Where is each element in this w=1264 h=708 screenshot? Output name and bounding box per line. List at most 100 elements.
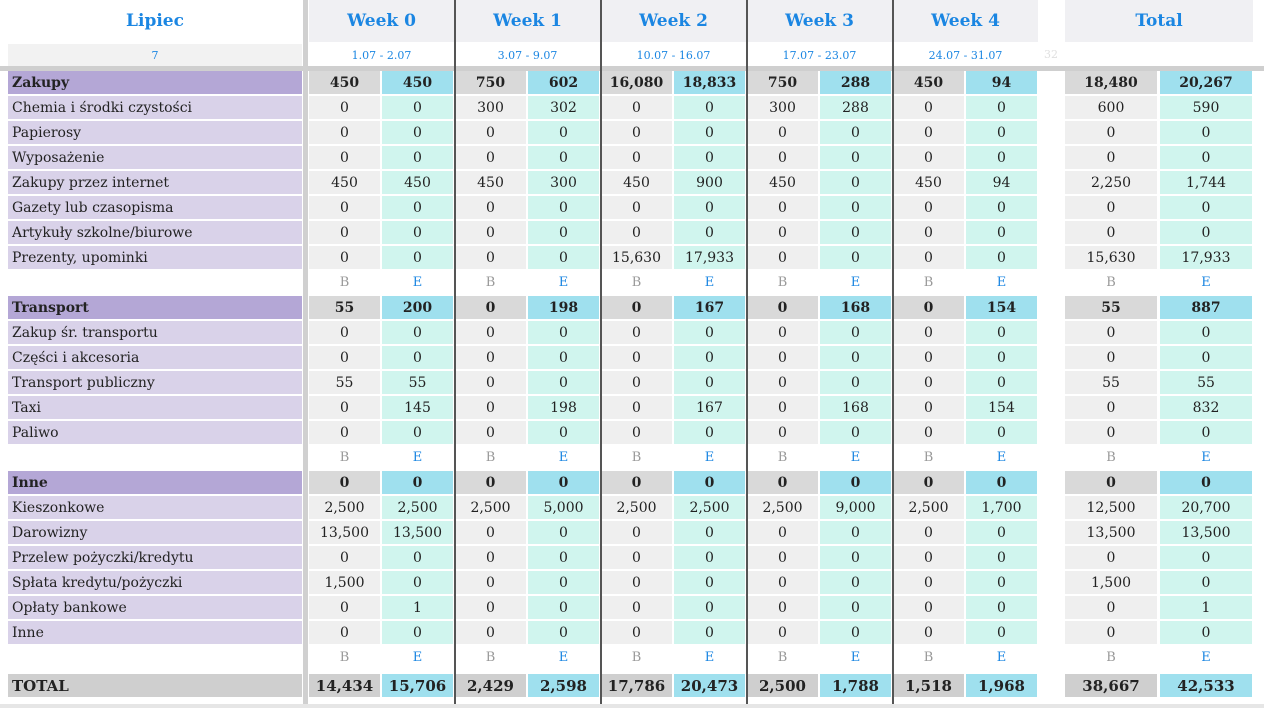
row-0-1-cell-2[interactable]: 0 — [455, 121, 526, 144]
row-2-5-cell-0[interactable]: 0 — [309, 621, 380, 644]
row-0-0-cell-2[interactable]: 300 — [455, 96, 526, 119]
grand-total-cell-1[interactable]: 15,706 — [382, 674, 453, 697]
row-0-4-cell-11[interactable]: 0 — [1160, 196, 1252, 219]
row-1-1-cell-7[interactable]: 0 — [820, 346, 891, 369]
section-zakupy-cell-3[interactable]: 602 — [528, 71, 599, 94]
section-transport-cell-9[interactable]: 154 — [966, 296, 1037, 319]
row-1-3-cell-1[interactable]: 145 — [382, 396, 453, 419]
row-2-4-cell-8[interactable]: 0 — [893, 596, 964, 619]
row-0-5-cell-11[interactable]: 0 — [1160, 221, 1252, 244]
row-1-0-cell-7[interactable]: 0 — [820, 321, 891, 344]
row-0-1-cell-9[interactable]: 0 — [966, 121, 1037, 144]
row-0-3-cell-11[interactable]: 1,744 — [1160, 171, 1252, 194]
row-0-6-cell-2[interactable]: 0 — [455, 246, 526, 269]
row-2-0-cell-10[interactable]: 12,500 — [1065, 496, 1157, 519]
row-2-1-cell-3[interactable]: 0 — [528, 521, 599, 544]
section-inne-cell-4[interactable]: 0 — [601, 471, 672, 494]
row-1-0-cell-1[interactable]: 0 — [382, 321, 453, 344]
row-1-4-cell-7[interactable]: 0 — [820, 421, 891, 444]
section-inne-cell-0[interactable]: 0 — [309, 471, 380, 494]
row-2-0-cell-0[interactable]: 2,500 — [309, 496, 380, 519]
section-inne-cell-9[interactable]: 0 — [966, 471, 1037, 494]
row-2-4-cell-6[interactable]: 0 — [747, 596, 818, 619]
row-0-5-cell-10[interactable]: 0 — [1065, 221, 1157, 244]
row-0-3-cell-8[interactable]: 450 — [893, 171, 964, 194]
row-2-1-cell-2[interactable]: 0 — [455, 521, 526, 544]
row-1-3-cell-4[interactable]: 0 — [601, 396, 672, 419]
row-1-1-label[interactable]: Części i akcesoria — [8, 346, 302, 369]
row-0-4-cell-6[interactable]: 0 — [747, 196, 818, 219]
row-2-5-cell-6[interactable]: 0 — [747, 621, 818, 644]
section-transport-cell-5[interactable]: 167 — [674, 296, 745, 319]
row-1-4-cell-6[interactable]: 0 — [747, 421, 818, 444]
row-0-2-cell-6[interactable]: 0 — [747, 146, 818, 169]
row-2-4-cell-10[interactable]: 0 — [1065, 596, 1157, 619]
row-0-1-cell-5[interactable]: 0 — [674, 121, 745, 144]
row-2-5-cell-1[interactable]: 0 — [382, 621, 453, 644]
section-zakupy-cell-8[interactable]: 450 — [893, 71, 964, 94]
row-0-4-cell-8[interactable]: 0 — [893, 196, 964, 219]
row-1-0-cell-10[interactable]: 0 — [1065, 321, 1157, 344]
row-0-0-label[interactable]: Chemia i środki czystości — [8, 96, 302, 119]
row-0-0-cell-7[interactable]: 288 — [820, 96, 891, 119]
row-1-2-cell-2[interactable]: 0 — [455, 371, 526, 394]
section-inne-cell-2[interactable]: 0 — [455, 471, 526, 494]
row-2-0-label[interactable]: Kieszonkowe — [8, 496, 302, 519]
row-1-1-cell-11[interactable]: 0 — [1160, 346, 1252, 369]
grand-total-cell-6[interactable]: 2,500 — [747, 674, 818, 697]
section-inne-cell-5[interactable]: 0 — [674, 471, 745, 494]
row-0-5-cell-5[interactable]: 0 — [674, 221, 745, 244]
row-0-2-cell-11[interactable]: 0 — [1160, 146, 1252, 169]
row-0-6-cell-6[interactable]: 0 — [747, 246, 818, 269]
grand-total-cell-10[interactable]: 38,667 — [1065, 674, 1157, 697]
row-0-0-cell-0[interactable]: 0 — [309, 96, 380, 119]
row-1-0-cell-5[interactable]: 0 — [674, 321, 745, 344]
row-0-6-label[interactable]: Prezenty, upominki — [8, 246, 302, 269]
row-0-3-cell-9[interactable]: 94 — [966, 171, 1037, 194]
row-0-0-cell-8[interactable]: 0 — [893, 96, 964, 119]
row-1-2-cell-8[interactable]: 0 — [893, 371, 964, 394]
row-1-2-cell-7[interactable]: 0 — [820, 371, 891, 394]
row-1-0-cell-0[interactable]: 0 — [309, 321, 380, 344]
row-0-5-cell-7[interactable]: 0 — [820, 221, 891, 244]
section-transport-cell-7[interactable]: 168 — [820, 296, 891, 319]
row-0-5-cell-4[interactable]: 0 — [601, 221, 672, 244]
row-2-5-cell-7[interactable]: 0 — [820, 621, 891, 644]
row-2-2-cell-5[interactable]: 0 — [674, 546, 745, 569]
row-2-4-cell-1[interactable]: 1 — [382, 596, 453, 619]
section-zakupy-label[interactable]: Zakupy — [8, 71, 302, 94]
row-1-0-cell-9[interactable]: 0 — [966, 321, 1037, 344]
grand-total-cell-4[interactable]: 17,786 — [601, 674, 672, 697]
row-0-3-cell-4[interactable]: 450 — [601, 171, 672, 194]
row-1-2-cell-3[interactable]: 0 — [528, 371, 599, 394]
row-1-3-cell-7[interactable]: 168 — [820, 396, 891, 419]
row-1-4-cell-9[interactable]: 0 — [966, 421, 1037, 444]
row-0-6-cell-0[interactable]: 0 — [309, 246, 380, 269]
row-1-3-cell-11[interactable]: 832 — [1160, 396, 1252, 419]
row-1-1-cell-6[interactable]: 0 — [747, 346, 818, 369]
row-2-3-cell-3[interactable]: 0 — [528, 571, 599, 594]
row-0-3-cell-2[interactable]: 450 — [455, 171, 526, 194]
row-0-0-cell-11[interactable]: 590 — [1160, 96, 1252, 119]
row-2-4-cell-7[interactable]: 0 — [820, 596, 891, 619]
row-2-4-cell-4[interactable]: 0 — [601, 596, 672, 619]
section-transport-cell-6[interactable]: 0 — [747, 296, 818, 319]
row-1-2-cell-5[interactable]: 0 — [674, 371, 745, 394]
row-0-3-cell-1[interactable]: 450 — [382, 171, 453, 194]
section-transport-cell-2[interactable]: 0 — [455, 296, 526, 319]
row-0-2-cell-5[interactable]: 0 — [674, 146, 745, 169]
section-zakupy-cell-11[interactable]: 20,267 — [1160, 71, 1252, 94]
row-0-3-label[interactable]: Zakupy przez internet — [8, 171, 302, 194]
section-inne-cell-8[interactable]: 0 — [893, 471, 964, 494]
row-0-1-cell-3[interactable]: 0 — [528, 121, 599, 144]
row-2-3-cell-4[interactable]: 0 — [601, 571, 672, 594]
section-inne-label[interactable]: Inne — [8, 471, 302, 494]
row-1-3-cell-3[interactable]: 198 — [528, 396, 599, 419]
row-0-2-cell-7[interactable]: 0 — [820, 146, 891, 169]
row-1-2-cell-0[interactable]: 55 — [309, 371, 380, 394]
row-0-1-cell-4[interactable]: 0 — [601, 121, 672, 144]
row-1-2-cell-11[interactable]: 55 — [1160, 371, 1252, 394]
row-0-2-cell-3[interactable]: 0 — [528, 146, 599, 169]
row-2-5-cell-4[interactable]: 0 — [601, 621, 672, 644]
row-1-4-cell-3[interactable]: 0 — [528, 421, 599, 444]
